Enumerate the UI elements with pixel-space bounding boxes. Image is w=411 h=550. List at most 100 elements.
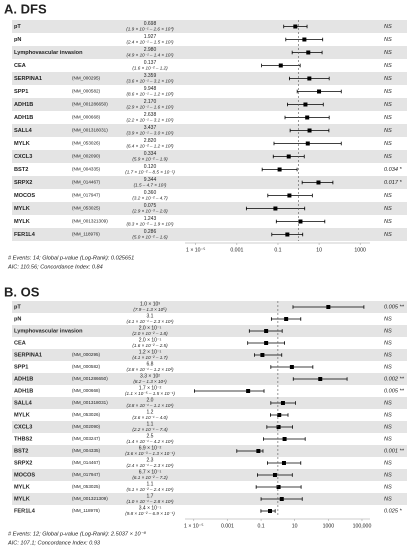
hr-point [318,377,323,381]
hazard-ratio: 3.1 [147,314,154,320]
variable-name: pT [14,304,21,310]
variable-name: BST2 [14,167,28,173]
row-band [12,20,407,33]
row-band [12,228,407,241]
hazard-ratio: 2.980 [144,47,157,53]
accession: (NM_014467) [72,180,101,185]
hazard-ratio: 3.4 × 10⁻¹ [139,506,162,512]
hazard-ratio: 2.170 [144,99,157,105]
p-value: NS [384,460,392,466]
variable-name: pT [14,24,21,30]
ci-label: (2.2 × 10⁻¹ – 3.1 × 10¹) [126,118,174,123]
hr-point [326,305,331,309]
variable-name: pN [14,316,21,322]
p-value: NS [384,316,392,322]
hazard-ratio: 2.0 × 10⁻¹ [139,326,162,332]
p-value: NS [384,89,392,95]
hazard-ratio: 3.3 × 10² [140,374,160,380]
ci-label: (6.1 × 10⁻² – 7.2) [132,475,168,480]
hr-point [268,509,273,513]
variable-name: pN [14,37,21,43]
ci-label: (1.9 × 10⁻¹ – 2.6 × 10⁰) [126,27,174,32]
variable-name: SRPX2 [14,460,32,466]
p-value: NS [384,128,392,134]
p-value: NS [384,400,392,406]
accession: (NM_001286650) [72,102,108,107]
row-band [12,301,407,313]
p-value: 0.025 * [384,508,403,514]
hazard-ratio: 3.359 [144,73,157,79]
variable-name: FER1L4 [14,232,36,238]
ci-label: (1.0 × 10⁻¹ – 2.8 × 10¹) [126,499,174,504]
hr-point [286,154,291,159]
p-value: 0.005 ** [384,304,405,310]
p-value: 0.001 ** [384,448,405,454]
hr-point [293,24,298,29]
hr-point [305,141,310,146]
hr-point [281,461,286,465]
variable-name: THBS2 [14,436,32,442]
accession: (NM_001318031) [72,128,108,133]
hr-point [284,317,289,321]
row-band [12,150,407,163]
hazard-ratio: 9.948 [144,86,157,92]
ci-label: (4.9 × 10⁻¹ – 1.4 × 10¹) [126,53,174,58]
hazard-ratio: 6.9 × 10⁻² [139,446,162,452]
hazard-ratio: 2.0 [147,398,154,404]
accession: (NM_001321309) [72,219,108,224]
row-band [12,469,407,481]
row-band [12,373,407,385]
hazard-ratio: 1.7 × 10⁻² [139,386,162,392]
variable-name: SRPX2 [14,180,32,186]
row-band [12,176,407,189]
hazard-ratio: 6.8 [147,362,154,368]
hr-point [307,76,312,81]
ci-label: (2.0 × 10⁻² – 1.8) [132,331,168,336]
accession: (NM_000582) [72,89,101,94]
hr-point [272,473,277,477]
variable-name: SALL4 [14,128,33,134]
accession: (NM_053025) [72,206,101,211]
variable-name: SERPINA1 [14,76,42,82]
ci-label: (2.9 × 10⁻³ – 2.0) [132,209,168,214]
hr-point [305,115,310,120]
accession: (NM_000582) [72,364,101,369]
ci-label: (5.0 × 10⁻² – 1.6) [132,235,168,240]
x-tick-label: 1 × 10⁻⁵ [186,247,205,253]
hazard-ratio: 0.075 [144,203,157,209]
hr-point [307,128,312,133]
hazard-ratio: 2.638 [144,112,157,118]
x-tick-label: 100,000 [353,523,372,529]
variable-name: MOCOS [14,193,35,199]
row-band [12,349,407,361]
hazard-ratio: 0.137 [144,60,157,66]
hr-point [273,206,278,211]
accession: (NM_017947) [72,193,101,198]
variable-name: SPP1 [14,89,28,95]
hr-point [276,485,281,489]
p-value: 0.034 * [384,167,403,173]
hazard-ratio: 1.0 × 10³ [140,302,160,308]
x-tick-label: 10 [316,247,322,253]
ci-label: (1.6 × 10⁻² – 1.2) [132,66,168,71]
ci-label: (3.8 × 10⁻¹ – 1.2 × 10²) [126,367,174,372]
row-band [12,46,407,59]
accession: (NM_000668) [72,115,101,120]
hr-point [260,353,265,357]
ci-label: (4.1 × 10⁻¹ – 2.3 × 10¹) [126,319,174,324]
hr-point [287,193,292,198]
hr-point [278,63,283,68]
p-value: NS [384,340,392,346]
variable-name: FER1L4 [14,508,36,514]
ci-label: (7.9 – 1.3 × 10⁵) [133,307,167,312]
footnote: AIC: 110.56; Concordance Index: 0.84 [7,264,103,270]
p-value: NS [384,63,392,69]
variable-name: CEA [14,63,26,69]
accession: (NM_014467) [72,460,101,465]
accession: (NM_000295) [72,352,101,357]
x-tick-label: 1 × 10⁻⁵ [184,523,203,529]
hr-point [280,401,285,405]
row-band [12,493,407,505]
accession: (NM_002090) [72,424,101,429]
variable-name: MYLK [14,141,30,147]
